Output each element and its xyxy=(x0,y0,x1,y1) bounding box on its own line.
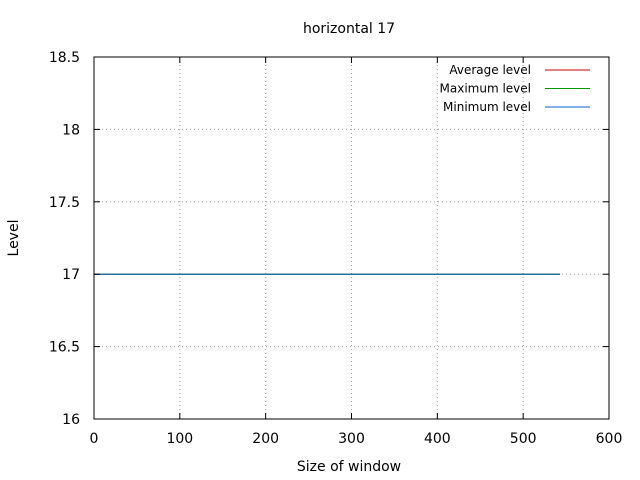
x-tick-label: 0 xyxy=(90,431,99,447)
legend-label: Minimum level xyxy=(443,100,531,114)
legend: Average level Maximum level Minimum level xyxy=(440,63,590,114)
x-tick-label: 300 xyxy=(338,431,365,447)
x-axis-label: Size of window xyxy=(297,459,401,475)
y-tick-label: 16 xyxy=(62,412,80,428)
y-axis-label: Level xyxy=(6,220,22,257)
axes: 0 100 200 300 400 500 600 16 16.5 17 17.5 18 18.5 xyxy=(49,50,623,447)
legend-label: Average level xyxy=(449,63,531,77)
x-tick-label: 400 xyxy=(424,431,451,447)
grid xyxy=(94,57,609,419)
y-tick-label: 18 xyxy=(62,122,80,138)
legend-label: Maximum level xyxy=(440,82,531,96)
y-tick-label: 18.5 xyxy=(49,50,80,66)
y-tick-label: 17.5 xyxy=(49,195,80,211)
y-tick-label: 16.5 xyxy=(49,340,80,356)
x-tick-label: 500 xyxy=(510,431,537,447)
x-tick-label: 200 xyxy=(252,431,279,447)
chart-title: horizontal 17 xyxy=(303,21,395,37)
x-tick-label: 600 xyxy=(596,431,623,447)
x-tick-label: 100 xyxy=(166,431,193,447)
y-tick-label: 17 xyxy=(62,267,80,283)
